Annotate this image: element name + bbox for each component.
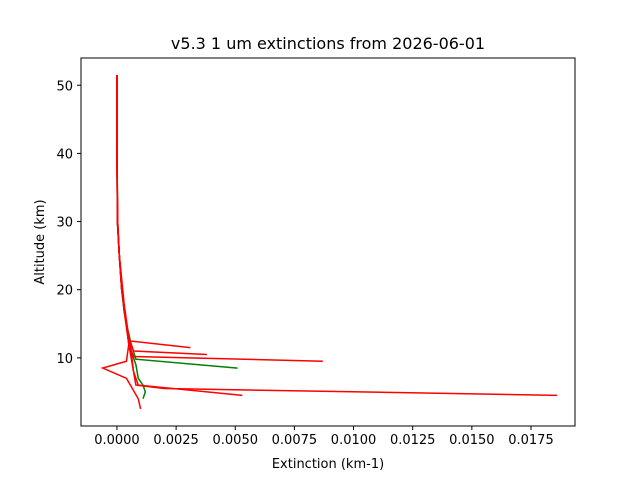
y-tick-label: 20 (56, 284, 73, 299)
x-tick-label: 0.0025 (153, 433, 199, 448)
x-tick-label: 0.0175 (508, 433, 554, 448)
x-tick-label: 0.0075 (272, 433, 318, 448)
x-tick-label: 0.0050 (213, 433, 259, 448)
x-tick-label: 0.0125 (390, 433, 436, 448)
y-axis-label: Altitude (km) (33, 199, 48, 284)
profile-line (100, 75, 142, 410)
y-tick-label: 40 (56, 147, 73, 162)
y-tick-label: 50 (56, 79, 73, 94)
y-tick-label: 10 (56, 352, 73, 367)
plot-frame (80, 57, 576, 427)
x-tick-label: 0.0100 (331, 433, 377, 448)
x-tick-label: 0.0000 (94, 433, 140, 448)
y-tick-label: 30 (56, 216, 73, 231)
x-axis-label: Extinction (km-1) (272, 457, 384, 472)
chart-title: v5.3 1 um extinctions from 2026-06-01 (171, 34, 485, 53)
x-tick-label: 0.0150 (449, 433, 495, 448)
